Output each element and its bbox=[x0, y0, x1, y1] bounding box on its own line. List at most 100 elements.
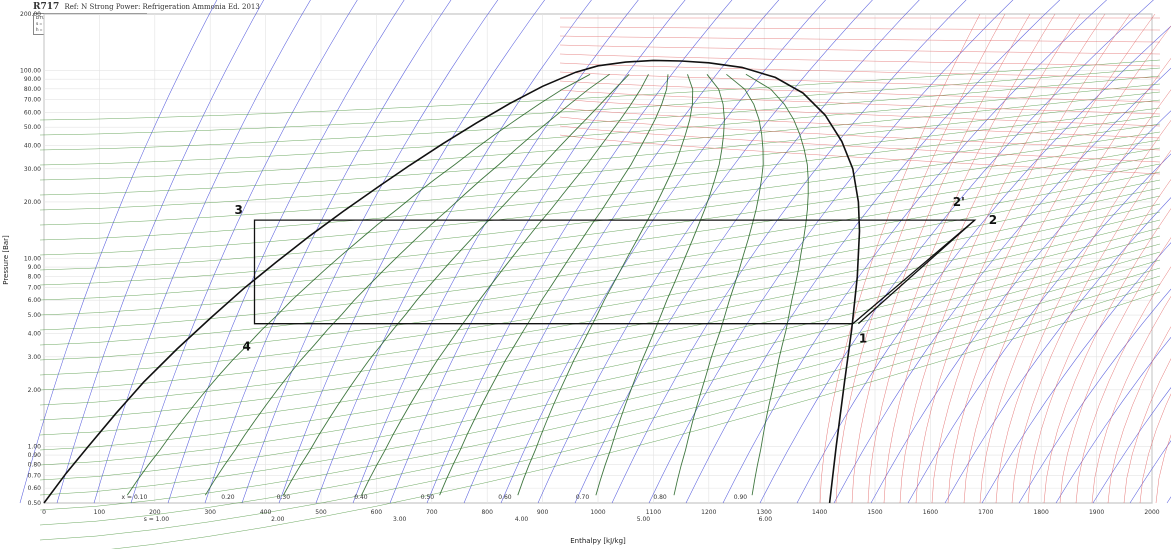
volume-line bbox=[39, 219, 1161, 421]
entropy-line bbox=[611, 0, 967, 504]
x-tick-label: 1100 bbox=[646, 509, 661, 516]
volume-line bbox=[39, 283, 1161, 541]
isotherm-line bbox=[851, 13, 1031, 504]
entropy-line bbox=[315, 0, 592, 504]
volume-line bbox=[39, 131, 1161, 256]
isotherm-line bbox=[947, 25, 1171, 504]
entropy-line bbox=[56, 0, 264, 504]
axis-ticks: 0 100 200 300 400 500 600 700 800 900 1000 1100 1200… bbox=[20, 11, 1160, 516]
quality-line bbox=[595, 74, 725, 496]
y-tick-label: 0.60 bbox=[28, 485, 42, 492]
entropy-line bbox=[93, 0, 311, 504]
entropy-line bbox=[759, 0, 1154, 504]
entropy-line bbox=[204, 0, 452, 504]
inline-labels: x = 0.10 0.20 0.30 0.40 0.50 0.60 0.70 0.80 0.90… bbox=[122, 494, 773, 523]
quality-line bbox=[673, 73, 764, 496]
volume-line bbox=[39, 163, 1161, 316]
y-tick-label: 2.00 bbox=[28, 387, 42, 394]
y-tick-label: 3.00 bbox=[28, 354, 42, 361]
quality-line bbox=[361, 74, 649, 496]
y-axis-label: Pressure [Bar] bbox=[2, 235, 10, 285]
entropy-line bbox=[1018, 288, 1171, 504]
volume-line bbox=[39, 171, 1161, 331]
isotherm-line bbox=[559, 53, 1161, 67]
y-tick-label: 0.80 bbox=[28, 462, 42, 469]
quality-label: x = 0.10 bbox=[122, 494, 148, 501]
y-tick-label: 7.00 bbox=[28, 285, 42, 292]
x-tick-label: 100 bbox=[94, 509, 106, 516]
refrigerant-name: R717 bbox=[33, 2, 60, 12]
entropy-line bbox=[130, 0, 358, 504]
y-tick-label: 0.90 bbox=[28, 452, 42, 459]
isotherm-line bbox=[979, 89, 1171, 504]
volume-line bbox=[39, 179, 1161, 346]
volume-line bbox=[39, 187, 1161, 361]
refrigeration-cycle: 1 2 2' 3 4 bbox=[235, 195, 998, 354]
volume-line bbox=[39, 123, 1161, 241]
volume-line bbox=[39, 235, 1161, 451]
y-tick-label: 100.00 bbox=[20, 68, 41, 75]
entropy-line bbox=[648, 0, 1014, 504]
isotherm-line bbox=[1091, 295, 1171, 504]
entropy-label: 4.00 bbox=[515, 516, 529, 523]
quality-line bbox=[517, 74, 694, 496]
point-4-label: 4 bbox=[243, 340, 251, 354]
volume-line bbox=[39, 195, 1161, 376]
entropy-line bbox=[389, 0, 686, 504]
entropy-line bbox=[537, 0, 873, 504]
quality-line bbox=[745, 73, 809, 496]
isotherm-line bbox=[995, 119, 1171, 504]
volume-line bbox=[39, 75, 1161, 151]
volume-line bbox=[39, 115, 1161, 226]
entropy-line bbox=[352, 0, 639, 504]
x-tick-label: 800 bbox=[481, 509, 493, 516]
x-tick-label: 1300 bbox=[757, 509, 772, 516]
entropy-line bbox=[1166, 496, 1171, 504]
entropy-line bbox=[278, 0, 545, 504]
cycle-path bbox=[253, 219, 977, 325]
entropy-line bbox=[574, 0, 920, 504]
volume-line bbox=[39, 67, 1161, 136]
quality-label: 0.90 bbox=[734, 494, 748, 501]
y-tick-label: 9.00 bbox=[28, 264, 42, 271]
volume-line bbox=[39, 267, 1161, 511]
isotherm-line bbox=[559, 35, 1161, 43]
volume-line bbox=[39, 147, 1161, 286]
saturation-curve bbox=[43, 59, 861, 504]
x-tick-label: 0 bbox=[42, 509, 46, 516]
isotherm-line bbox=[559, 134, 1161, 175]
x-tick-label: 600 bbox=[371, 509, 383, 516]
x-tick-label: 700 bbox=[426, 509, 438, 516]
isotherm-line bbox=[1123, 358, 1171, 504]
isotherm-line bbox=[1027, 179, 1171, 504]
quality-line bbox=[126, 73, 591, 496]
isotherm-line bbox=[1107, 326, 1171, 504]
volume-line bbox=[39, 155, 1161, 301]
x-tick-label: 1500 bbox=[867, 509, 882, 516]
quality-label: 0.60 bbox=[498, 494, 512, 501]
entropy-line bbox=[1092, 387, 1171, 504]
entropy-label: 5.00 bbox=[637, 516, 651, 523]
y-tick-label: 40.00 bbox=[24, 142, 41, 149]
y-tick-label: 80.00 bbox=[24, 86, 41, 93]
quality-label: 0.80 bbox=[653, 494, 667, 501]
volume-line bbox=[39, 227, 1161, 436]
isotherm-line bbox=[559, 62, 1161, 79]
y-tick-label: 0.70 bbox=[28, 473, 42, 480]
isotherm-line bbox=[1043, 208, 1171, 504]
x-tick-label: 1700 bbox=[978, 509, 993, 516]
x-tick-label: 200 bbox=[149, 509, 161, 516]
quality-label: 0.70 bbox=[576, 494, 590, 501]
quality-line bbox=[439, 74, 669, 496]
point-1-label: 1 bbox=[859, 332, 867, 346]
compression-line-alt bbox=[857, 219, 976, 325]
isotherm-line bbox=[559, 71, 1161, 91]
isotherm-line bbox=[559, 116, 1161, 151]
saturation-dome bbox=[43, 59, 861, 504]
entropy-line bbox=[19, 0, 218, 504]
quality-label: 0.20 bbox=[221, 494, 235, 501]
entropy-line bbox=[463, 0, 780, 504]
point-2-prime-label: 2' bbox=[953, 195, 965, 209]
isotherm-line bbox=[1011, 149, 1171, 504]
